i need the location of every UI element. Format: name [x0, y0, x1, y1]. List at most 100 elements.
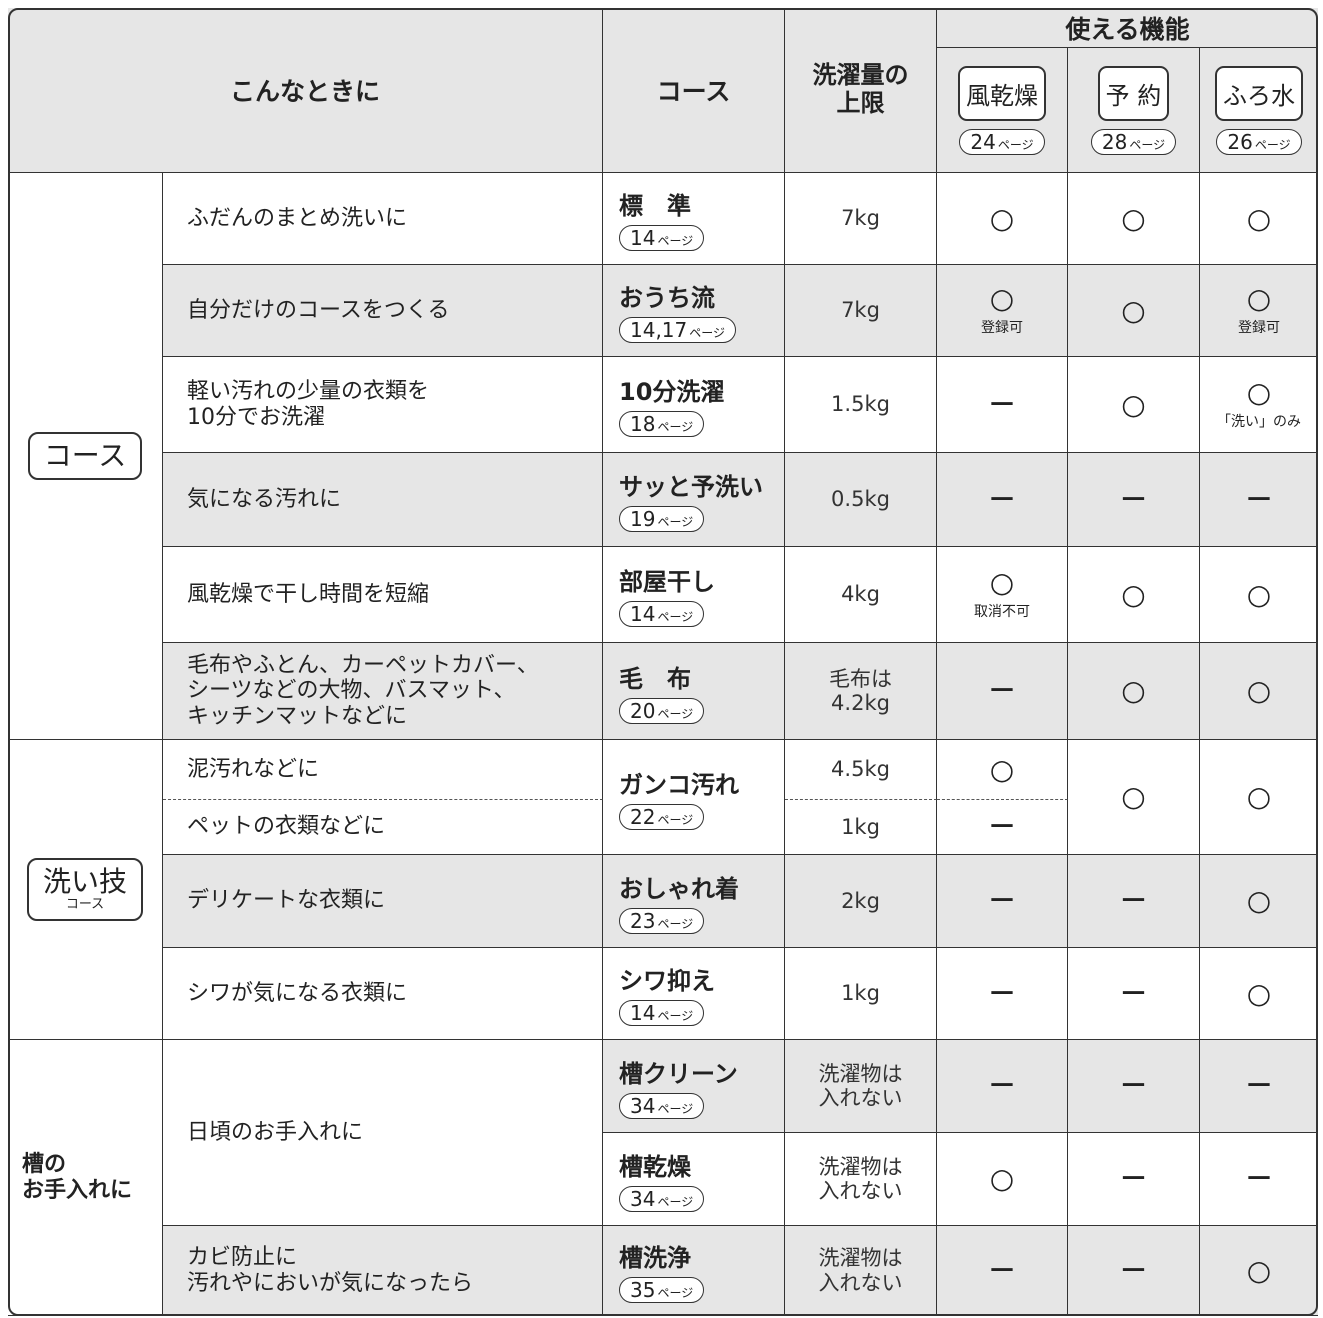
function-cell: －: [1068, 1040, 1200, 1133]
situation-text: 軽い汚れの少量の衣類を: [187, 379, 430, 405]
situation-cell: シワが気になる衣類に: [163, 948, 603, 1040]
function-cell: ○ 登録可: [1200, 265, 1318, 357]
function-note: 登録可: [1238, 319, 1280, 336]
course-name: サッと予洗い: [619, 473, 763, 501]
situation-cell: 毛布やふとん、カーペットカバー、 シーツなどの大物、バスマット、 キッチンマットなど…: [163, 643, 603, 740]
function-cell: ○: [1200, 948, 1318, 1040]
capacity-text: 洗濯物は: [818, 1154, 903, 1179]
group-label: コース: [65, 897, 105, 913]
course-cell: 槽乾燥 34 ページ: [603, 1133, 785, 1226]
page-unit: ページ: [657, 1286, 694, 1300]
page-unit: ページ: [997, 137, 1034, 152]
function-mark: ○: [1121, 577, 1146, 611]
function-header: 予 約 28 ページ: [1068, 48, 1200, 173]
capacity-cell: 7kg: [785, 173, 937, 265]
course-name: 槽クリーン: [619, 1059, 738, 1088]
function-mark: －: [1119, 1069, 1148, 1102]
page-unit: ページ: [657, 916, 694, 931]
page-number: 18: [630, 412, 656, 436]
page-badge: 20 ページ: [619, 697, 705, 724]
course-cell: シワ抑え 14 ページ: [603, 948, 785, 1040]
function-name: 風乾燥: [958, 65, 1046, 121]
situation-text: 風乾燥で干し時間を短縮: [187, 581, 430, 607]
function-cell: －: [1068, 453, 1200, 547]
capacity-text: 入れない: [818, 1270, 903, 1295]
header-text: こんなときに: [229, 77, 380, 106]
function-cell: －: [1200, 453, 1318, 547]
capacity-cell: 7kg: [785, 265, 937, 357]
function-mark: －: [1119, 482, 1148, 516]
group-cell: 槽の お手入れに: [8, 1040, 163, 1316]
course-name: おうち流: [619, 284, 715, 312]
page-number: 20: [630, 698, 656, 723]
course-cell: サッと予洗い 19 ページ: [603, 453, 785, 547]
function-cell: －: [937, 643, 1068, 740]
capacity-text: 4.5kg: [831, 757, 890, 782]
function-mark: ○: [1246, 281, 1272, 315]
situation-cell: ふだんのまとめ洗いに: [163, 173, 603, 265]
page-badge: 22 ページ: [619, 803, 705, 830]
function-cell: －: [1200, 1040, 1318, 1133]
course-cell: ガンコ汚れ 22 ページ: [603, 740, 785, 855]
function-cell: ○: [1200, 740, 1318, 855]
function-mark: ○: [989, 201, 1015, 235]
function-mark: －: [987, 1253, 1016, 1287]
function-cell: ○: [1200, 547, 1318, 643]
capacity-text: 4kg: [841, 582, 880, 607]
function-mark: －: [1244, 1162, 1273, 1195]
function-cell: －: [1068, 855, 1200, 948]
capacity-cell: 1kg: [785, 948, 937, 1040]
situation-text: 汚れやにおいが気になったら: [187, 1270, 474, 1296]
group-cell: コース: [8, 173, 163, 740]
capacity-cell: 洗濯物は 入れない: [785, 1040, 937, 1133]
page-number: 23: [630, 908, 656, 933]
function-mark: ○: [1246, 375, 1272, 409]
situation-text: シワが気になる衣類に: [187, 980, 408, 1006]
page-badge: 34 ページ: [619, 1185, 705, 1212]
page-unit: ページ: [657, 1009, 694, 1023]
function-cell: ○: [1068, 740, 1200, 855]
function-mark: ○: [989, 565, 1015, 599]
capacity-text: 7kg: [841, 298, 880, 323]
function-header: 風乾燥 24 ページ: [937, 48, 1068, 173]
capacity-text: 4.2kg: [831, 691, 890, 715]
function-cell: －: [937, 855, 1068, 948]
group-label-box: コース: [27, 431, 143, 481]
capacity-text: 1.5kg: [831, 392, 890, 417]
function-cell: －: [1068, 948, 1200, 1040]
function-mark: －: [1244, 482, 1273, 516]
function-note: 「洗い」のみ: [1217, 413, 1301, 430]
function-cell: ○ 登録可: [937, 265, 1068, 357]
situation-text: 自分だけのコースをつくる: [187, 297, 450, 323]
group-label: お手入れに: [22, 1177, 133, 1203]
capacity-text: 入れない: [818, 1086, 903, 1110]
header-functions: 使える機能: [937, 8, 1318, 48]
function-cell: ○ 「洗い」のみ: [1200, 357, 1318, 453]
header-text: 洗濯量の: [812, 61, 909, 90]
page-number: 14: [630, 226, 656, 250]
function-mark: ○: [1121, 674, 1146, 707]
page-number: 35: [630, 1278, 656, 1302]
course-name: ガンコ汚れ: [619, 770, 739, 799]
function-cell: －: [937, 1040, 1068, 1133]
capacity-cell: 1.5kg: [785, 357, 937, 453]
situation-text: 毛布やふとん、カーペットカバー、: [187, 653, 539, 679]
function-note: 取消不可: [974, 603, 1030, 620]
course-cell: おうち流 14,17 ページ: [603, 265, 785, 357]
capacity-text: 毛布は: [829, 666, 892, 691]
page-badge: 26 ページ: [1216, 128, 1302, 155]
page-badge: 24 ページ: [959, 128, 1045, 155]
course-name: 10分洗濯: [619, 378, 725, 406]
function-mark: －: [987, 674, 1016, 707]
capacity-text: 洗濯物は: [818, 1061, 903, 1086]
capacity-cell: 0.5kg: [785, 453, 937, 547]
capacity-text: 0.5kg: [831, 487, 890, 512]
function-name: ふろ水: [1215, 65, 1303, 121]
function-mark: ○: [1246, 884, 1272, 917]
capacity-cell: 4kg: [785, 547, 937, 643]
situation-cell: ペットの衣類などに: [163, 800, 603, 855]
function-mark: －: [987, 482, 1016, 516]
course-name: 槽洗浄: [619, 1244, 691, 1272]
function-mark: －: [987, 387, 1016, 421]
